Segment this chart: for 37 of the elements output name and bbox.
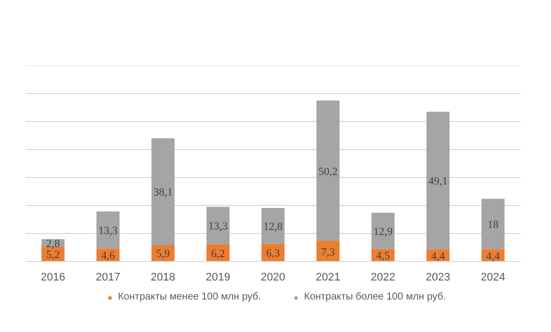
data-label: 5,2 [46,249,60,262]
data-label: 12,8 [263,220,284,233]
bar [261,208,285,244]
data-label: 18 [488,218,499,231]
data-label: 4,4 [486,250,500,262]
legend-label: Контракты более 100 млн руб. [304,292,446,302]
x-tick-label: 2018 [150,272,176,284]
x-tick-label: 2021 [316,272,340,284]
data-label: 6,2 [211,248,225,260]
data-label: 2,8 [46,238,60,250]
bar [481,198,505,250]
x-tick-label: 2024 [480,272,506,284]
bar [316,100,340,242]
x-tick-label: 2022 [370,272,396,284]
x-tick-label: 2020 [260,272,286,284]
data-label: 4,6 [101,250,116,262]
bar [151,138,175,245]
data-label: 12,9 [373,226,394,238]
x-tick-label: 2016 [40,272,66,284]
data-label: 4,4 [431,250,446,262]
bar [96,211,120,249]
data-label: 7,3 [321,246,336,258]
bar [371,212,395,249]
x-tick-label: 2017 [96,272,120,284]
data-label: 50,2 [318,166,338,178]
legend-label: Контракты менее 100 млн руб. [118,292,262,302]
bar [206,206,230,244]
data-label: 38,1 [153,186,173,199]
data-label: 6,3 [266,248,280,260]
data-label: 13,3 [208,220,228,233]
x-tick-label: 2019 [206,272,230,284]
x-tick-label: 2023 [426,272,450,284]
data-label: 5,9 [156,248,170,260]
data-label: 49,1 [428,175,448,188]
bar [426,112,450,250]
data-label: 4,5 [376,250,390,262]
data-label: 13,3 [98,225,118,237]
